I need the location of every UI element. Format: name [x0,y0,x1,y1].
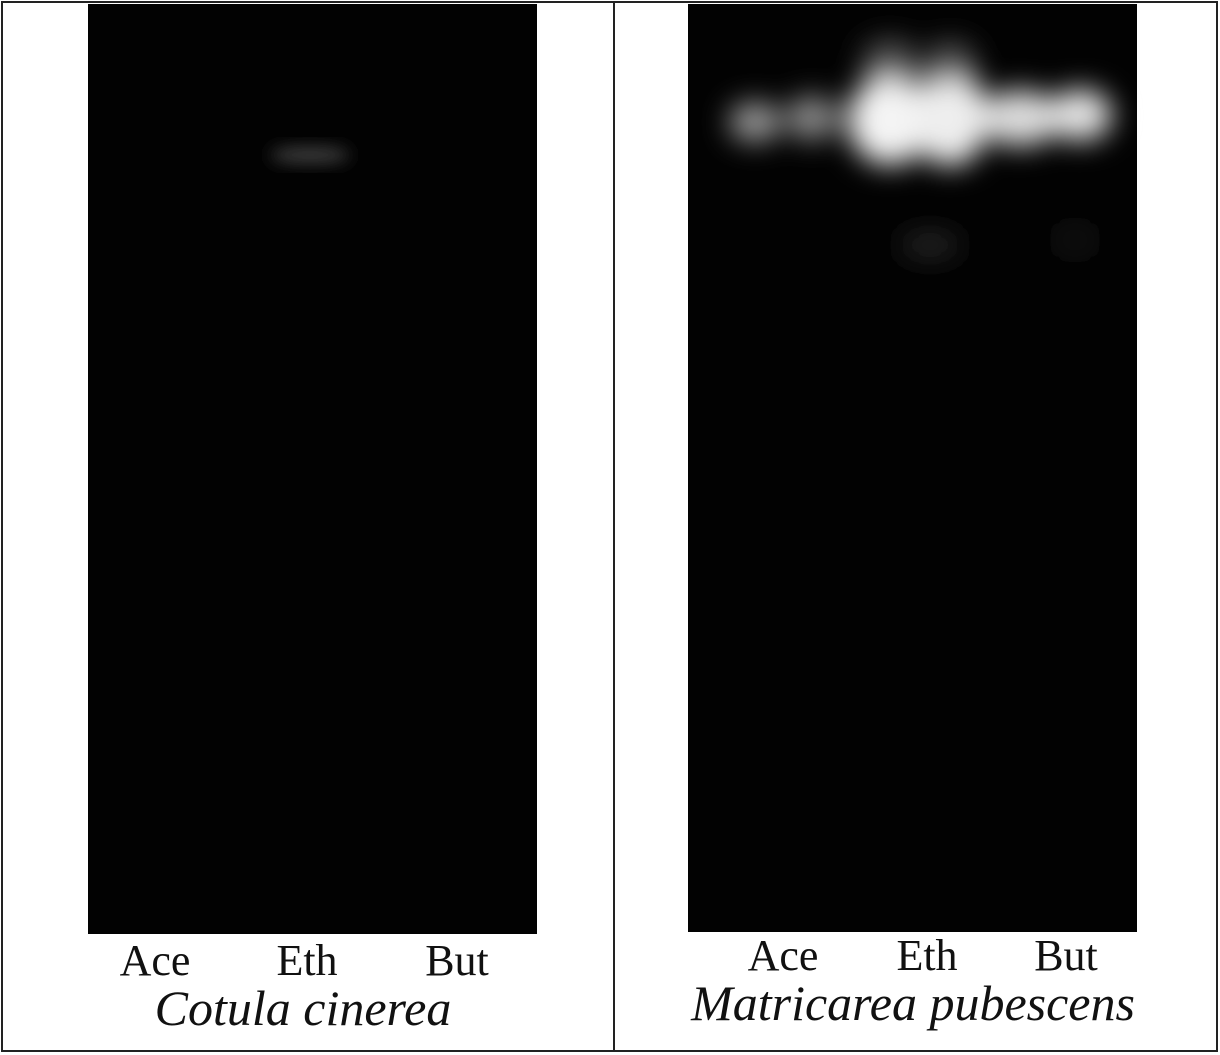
species-name: Matricarea pubescens [690,975,1135,1031]
lane-label: Ace [748,931,819,980]
tlc-plate [88,4,537,934]
lane-label: Ace [120,936,191,985]
lane-label: But [425,936,489,985]
left-panel: Ace Eth But Cotula cinerea [88,4,537,1036]
species-name: Cotula cinerea [155,980,452,1036]
right-panel: Ace Eth But Matricarea pubescens [688,4,1137,1031]
spot [270,146,350,164]
lane-label: But [1034,931,1098,980]
lane-label: Eth [276,936,337,985]
lane-label: Eth [896,931,957,980]
figure: Ace Eth But Cotula cinerea Ace Eth But M… [0,0,1220,1055]
